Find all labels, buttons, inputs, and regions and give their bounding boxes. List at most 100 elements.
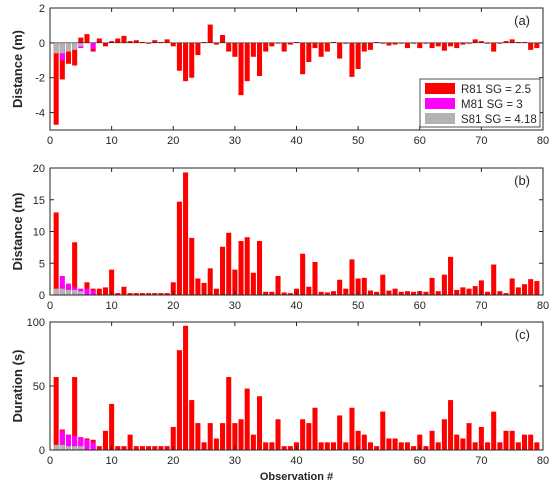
bar-R81-38 — [281, 292, 287, 295]
bar-R81-6 — [84, 34, 90, 43]
bar-M81-3 — [65, 283, 72, 295]
x-tick-label: 50 — [352, 455, 364, 467]
bar-R81-38 — [281, 42, 287, 52]
bar-R81-16 — [146, 42, 152, 44]
bar-R81-2 — [59, 42, 65, 80]
bar-R81-39 — [287, 42, 293, 45]
x-tick-label: 70 — [475, 455, 487, 467]
bar-R81-66 — [454, 289, 460, 295]
bar-R81-15 — [139, 446, 145, 450]
bar-R81-43 — [312, 407, 318, 450]
bar-R81-29 — [226, 42, 232, 52]
bar-R81-70 — [478, 41, 484, 43]
bar-R81-51 — [361, 434, 367, 450]
x-tick-label: 0 — [47, 135, 53, 147]
bar-R81-54 — [380, 42, 386, 44]
bar-R81-57 — [398, 291, 404, 295]
bar-R81-37 — [275, 275, 281, 295]
bar-R81-75 — [509, 430, 515, 450]
y-tick-label: 0 — [39, 290, 45, 302]
panel-label: (b) — [514, 173, 530, 188]
bar-R81-75 — [509, 39, 515, 43]
bar-R81-31 — [238, 42, 244, 96]
bar-R81-45 — [324, 42, 330, 52]
x-tick-label: 60 — [414, 135, 426, 147]
bar-S81-3 — [65, 289, 72, 295]
bar-R81-51 — [361, 42, 367, 52]
bar-R81-21 — [176, 201, 182, 295]
bar-R81-28 — [220, 246, 226, 295]
bar-R81-67 — [460, 42, 466, 45]
x-tick-label: 60 — [414, 300, 426, 312]
bar-R81-41 — [300, 253, 306, 295]
x-tick-label: 10 — [106, 455, 118, 467]
bar-R81-54 — [380, 411, 386, 450]
bar-R81-71 — [485, 442, 491, 450]
bar-R81-4 — [72, 242, 78, 295]
bar-R81-43 — [312, 261, 318, 295]
bar-R81-17 — [152, 293, 158, 295]
bar-R81-58 — [404, 291, 410, 295]
bar-R81-34 — [257, 241, 263, 295]
bar-R81-9 — [102, 430, 108, 450]
bar-R81-1 — [53, 42, 59, 125]
bar-R81-76 — [515, 41, 521, 43]
bar-R81-42 — [306, 423, 312, 450]
bar-R81-31 — [238, 241, 244, 295]
x-tick-label: 80 — [537, 455, 549, 467]
bar-R81-68 — [466, 423, 472, 450]
bar-R81-29 — [226, 377, 232, 450]
bar-R81-27 — [213, 438, 219, 450]
bar-R81-72 — [491, 411, 497, 450]
bar-R81-47 — [337, 415, 343, 450]
bar-R81-17 — [152, 40, 158, 43]
x-tick-label: 50 — [352, 300, 364, 312]
series-S81 — [53, 42, 84, 54]
bar-R81-20 — [170, 42, 176, 47]
bar-S81-2 — [59, 288, 65, 295]
bar-R81-17 — [152, 446, 158, 450]
bar-R81-32 — [244, 237, 250, 295]
bar-S81-5 — [78, 42, 84, 47]
bar-R81-35 — [263, 442, 269, 450]
bar-R81-59 — [411, 42, 417, 44]
bar-R81-59 — [411, 291, 417, 295]
bar-R81-16 — [146, 293, 152, 295]
bar-R81-9 — [102, 42, 108, 47]
bar-R81-24 — [195, 42, 201, 56]
x-axis-label: Observation # — [260, 471, 333, 483]
bar-R81-58 — [404, 42, 410, 49]
bar-R81-78 — [528, 42, 534, 50]
bar-R81-46 — [330, 41, 336, 43]
bar-R81-54 — [380, 274, 386, 295]
y-axis-label: Distance (m) — [10, 30, 25, 108]
x-tick-label: 30 — [229, 135, 241, 147]
bar-R81-67 — [460, 438, 466, 450]
bar-R81-44 — [318, 42, 324, 57]
bar-R81-13 — [127, 434, 133, 450]
y-tick-label: 0 — [39, 38, 45, 50]
panel-c: 0 50 100 0 10 20 30 40 50 60 70 80 Duration (s) (c) Ob… — [10, 317, 549, 483]
bar-R81-62 — [429, 430, 435, 450]
legend: R81 SG = 2.5 M81 SG = 3 S81 SG = 4.18 — [419, 78, 541, 128]
bar-R81-50 — [355, 42, 361, 69]
bar-R81-53 — [374, 41, 380, 43]
bar-R81-41 — [300, 42, 306, 75]
bar-R81-18 — [158, 446, 164, 450]
bar-M81-7 — [90, 442, 96, 450]
bar-R81-61 — [423, 291, 429, 295]
bar-R81-49 — [349, 407, 355, 450]
bar-R81-22 — [183, 325, 189, 450]
bar-R81-79 — [534, 42, 540, 49]
y-tick-label: 10 — [33, 227, 45, 239]
bar-R81-61 — [423, 42, 429, 44]
bar-R81-34 — [257, 396, 263, 450]
bar-M81-7 — [90, 42, 96, 49]
bar-R81-74 — [503, 430, 509, 450]
bar-R81-79 — [534, 281, 540, 295]
bar-R81-20 — [170, 282, 176, 295]
bar-R81-26 — [207, 24, 213, 43]
bar-R81-76 — [515, 287, 521, 295]
bar-R81-71 — [485, 291, 491, 295]
bar-R81-8 — [96, 38, 102, 43]
